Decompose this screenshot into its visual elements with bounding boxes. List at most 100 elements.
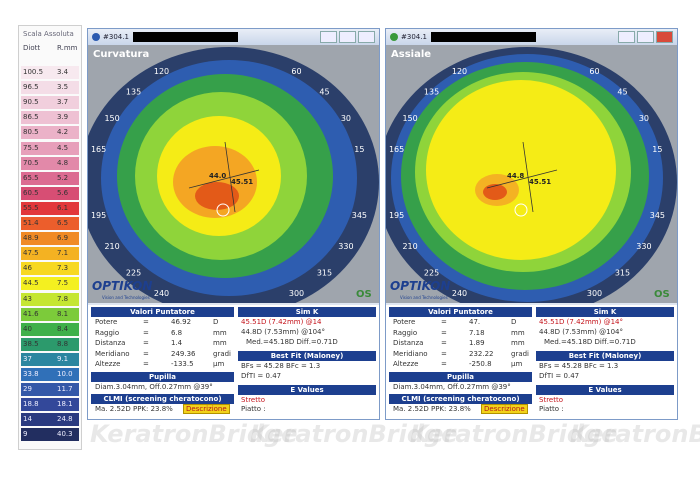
radius: 24.8 — [57, 415, 73, 424]
scale-row: 37 9.1 — [21, 352, 79, 366]
angle-label: 225 — [424, 269, 439, 278]
section-header: Best Fit (Maloney) — [238, 351, 376, 361]
pointer-cell: 46.92 — [171, 318, 192, 326]
logo: OPTIKON — [390, 279, 450, 293]
scale-row: 38.5 8.8 — [21, 337, 79, 351]
color-scale: Scala Assoluta Diott R.mm 100.5 3.4 96.5 3.5 90… — [18, 25, 82, 450]
watermark: KeratronBridge — [570, 420, 700, 448]
scale-row: 9 40.3 — [21, 428, 79, 442]
diopter: 100.5 — [23, 68, 44, 76]
diopter: 80.5 — [23, 128, 39, 137]
info-area: Valori Puntatore Potere = 46.92 D Raggio = 6.8 m… — [88, 305, 379, 419]
pointer-cell: 249.36 — [171, 349, 196, 358]
angle-label: 165 — [91, 145, 106, 154]
angle-label: 150 — [104, 114, 119, 123]
pointer-cell: 1.89 — [469, 339, 485, 347]
crosshair — [188, 169, 260, 189]
angle-label: 195 — [91, 211, 106, 220]
pointer — [216, 203, 230, 217]
simk-line: 45.51D (7.42mm) @14° — [539, 318, 623, 326]
window-button[interactable] — [618, 31, 635, 43]
angle-label: 150 — [402, 114, 417, 123]
window-button[interactable] — [339, 31, 356, 43]
angle-label: 300 — [587, 289, 602, 298]
simk-line: Med.=45.18D Diff.=0.71D — [544, 338, 636, 346]
radius: 3.9 — [57, 113, 69, 122]
contour — [483, 184, 507, 200]
eye-label: OS — [356, 289, 372, 300]
scale-row: 65.5 5.2 — [21, 171, 79, 185]
pointer-cell: = — [143, 349, 149, 358]
pointer-cell: Altezze — [95, 360, 121, 368]
radius: 8.8 — [57, 339, 69, 348]
radius: 7.8 — [57, 294, 69, 303]
radius: 3.5 — [57, 83, 69, 92]
contour — [195, 182, 239, 210]
angle-label: 135 — [126, 87, 141, 96]
right-column: Sim K 45.51D (7.42mm) @14° 44.8D (7.53mm) … — [536, 307, 674, 417]
scale-row: 80.5 4.2 — [21, 126, 79, 140]
window-button[interactable] — [320, 31, 337, 43]
crosshair — [522, 141, 534, 213]
pointer-cell: mm — [511, 339, 525, 347]
pointer-cell: gradi — [213, 349, 231, 358]
radius: 6.1 — [57, 203, 69, 212]
section-header: CLMI (screening cheratocono) — [389, 393, 532, 404]
window-icon — [390, 33, 398, 41]
col-header: R.mm — [57, 44, 78, 52]
pointer-cell: mm — [213, 339, 227, 347]
bestfit-line: DfTI = 0.47 — [241, 372, 282, 380]
radius: 11.7 — [57, 385, 73, 394]
center-label: 45.51 — [529, 178, 551, 186]
pointer-cell: = — [441, 360, 447, 368]
crosshair — [224, 141, 236, 213]
radius: 3.7 — [57, 98, 69, 107]
angle-label: 225 — [126, 269, 141, 278]
diopter: 46 — [23, 264, 32, 273]
watermark: KeratronBridge — [90, 420, 298, 448]
clmi-text: Ma. 2.52D PPK: 23.8% — [95, 404, 173, 413]
pupil-text: Diam.3.04mm, Off.0.27mm @39° — [95, 382, 213, 391]
angle-label: 45 — [319, 87, 329, 96]
diopter: 43 — [23, 294, 32, 303]
diopter: 65.5 — [23, 173, 39, 182]
left-column: Valori Puntatore Potere = 46.92 D Raggio = 6.8 m… — [91, 307, 234, 417]
scale-row: 51.4 6.5 — [21, 217, 79, 230]
angle-label: 315 — [615, 269, 630, 278]
topography-map: Curvatura 44.0 45.51 120 60 135 45 150 30 165 15 34… — [88, 45, 379, 303]
diopter: 41.6 — [23, 309, 39, 318]
pointer-cell: = — [441, 328, 447, 337]
scale-row: 60.5 5.6 — [21, 186, 79, 200]
simk-line: 44.8D (7.53mm) @104° — [241, 328, 325, 336]
pointer-cell: = — [441, 349, 447, 358]
angle-label: 210 — [104, 242, 119, 251]
section-header: Valori Puntatore — [91, 307, 234, 317]
clmi-text: Ma. 2.52D PPK: 23.8% — [393, 404, 471, 413]
topography-map: Assiale 44.8 45.51 120 60 135 45 150 30 165 15 345 1… — [386, 45, 677, 303]
angle-label: 210 — [402, 242, 417, 251]
window-button[interactable] — [656, 31, 673, 43]
watermark: KeratronBridge — [250, 420, 458, 448]
scale-row: 43 7.8 — [21, 292, 79, 306]
radius: 7.3 — [57, 264, 69, 273]
radius: 10.0 — [57, 370, 73, 378]
scale-row: 75.5 4.5 — [21, 141, 79, 155]
radius: 6.9 — [57, 234, 69, 243]
pointer-cell: 7.18 — [469, 328, 485, 337]
window-button[interactable] — [358, 31, 375, 43]
pointer-cell: Potere — [95, 318, 118, 326]
scale-row: 44.5 7.5 — [21, 277, 79, 291]
scale-row: 46 7.3 — [21, 262, 79, 276]
description-button[interactable]: Descrizione — [183, 403, 230, 414]
scale-row: 96.5 3.5 — [21, 81, 79, 95]
diopter: 75.5 — [23, 143, 39, 152]
diopter: 37 — [23, 354, 32, 363]
description-button[interactable]: Descrizione — [481, 403, 528, 414]
diopter: 48.9 — [23, 234, 39, 243]
info-area: Valori Puntatore Potere = 47. D Raggio = 7.18 mm… — [386, 305, 677, 419]
window-button[interactable] — [637, 31, 654, 43]
angle-label: 315 — [317, 269, 332, 278]
eye-label: OS — [654, 289, 670, 300]
radius: 8.4 — [57, 324, 69, 333]
